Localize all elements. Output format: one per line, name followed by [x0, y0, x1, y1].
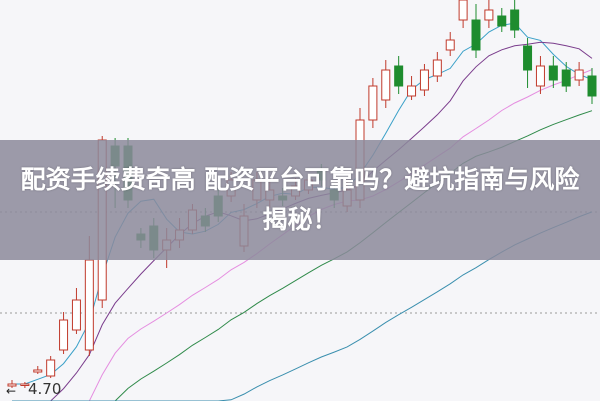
candle-body	[20, 383, 30, 386]
headline-banner: 配资手续费奇高 配资平台可靠吗？避坑指南与风险 揭秘！	[0, 140, 600, 260]
candle-body	[381, 69, 391, 101]
candle-body	[432, 59, 442, 77]
candle-body	[510, 9, 520, 31]
candle-body	[548, 65, 558, 81]
candle-body	[471, 19, 481, 51]
candle-body	[587, 75, 597, 97]
candle-body	[407, 85, 417, 97]
candle-body	[368, 85, 378, 121]
candle-body	[497, 15, 507, 27]
candle-body	[419, 69, 429, 91]
candle-body	[458, 0, 468, 21]
candle-body	[84, 259, 94, 351]
candle-body	[33, 369, 43, 373]
candle-body	[535, 65, 545, 87]
candle-body	[523, 45, 533, 71]
low-price-label: 4.70	[28, 380, 62, 398]
headline-title: 配资手续费奇高 配资平台可靠吗？避坑指南与风险 揭秘！	[5, 160, 595, 240]
candle-body	[394, 65, 404, 87]
candle-body	[574, 69, 584, 81]
headline-line2: 揭秘！	[262, 205, 338, 234]
headline-line1: 配资手续费奇高 配资平台可靠吗？避坑指南与风险	[20, 165, 580, 194]
candle-body	[46, 359, 56, 377]
candle-body	[484, 9, 494, 21]
candle-body	[561, 69, 571, 87]
price-arrow-icon: ←	[6, 384, 17, 398]
candle-body	[7, 383, 17, 387]
candle-body	[445, 39, 455, 51]
candle-body	[71, 299, 81, 331]
candle-body	[59, 319, 69, 351]
